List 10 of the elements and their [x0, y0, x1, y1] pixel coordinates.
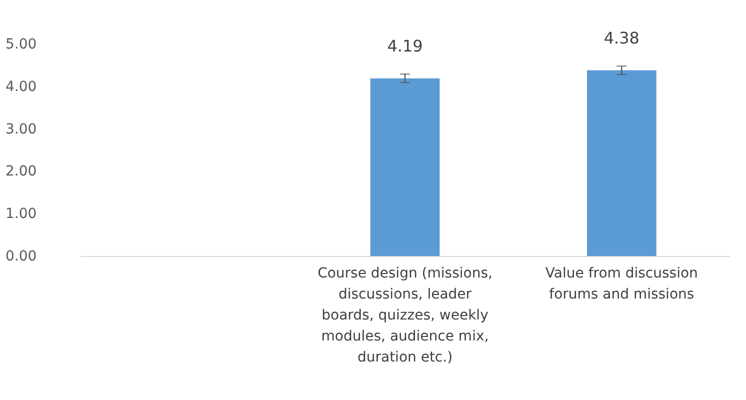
data-label: 4.19 — [387, 36, 423, 56]
y-tick-label: 2.00 — [6, 164, 37, 180]
y-tick-label: 0.00 — [6, 248, 37, 264]
y-tick-label: 1.00 — [6, 206, 37, 222]
data-label: 4.38 — [604, 28, 640, 48]
y-tick-label: 4.00 — [6, 78, 37, 95]
y-tick-label: 3.00 — [6, 121, 37, 138]
x-tick-label: Course design (missions, discussions, leader boards, quizzes, weekly modules, audience mix, duration etc.) — [318, 266, 492, 366]
y-tick-label: 5.00 — [6, 36, 37, 52]
x-tick-label: Value from discussion forums and missions — [545, 266, 698, 302]
